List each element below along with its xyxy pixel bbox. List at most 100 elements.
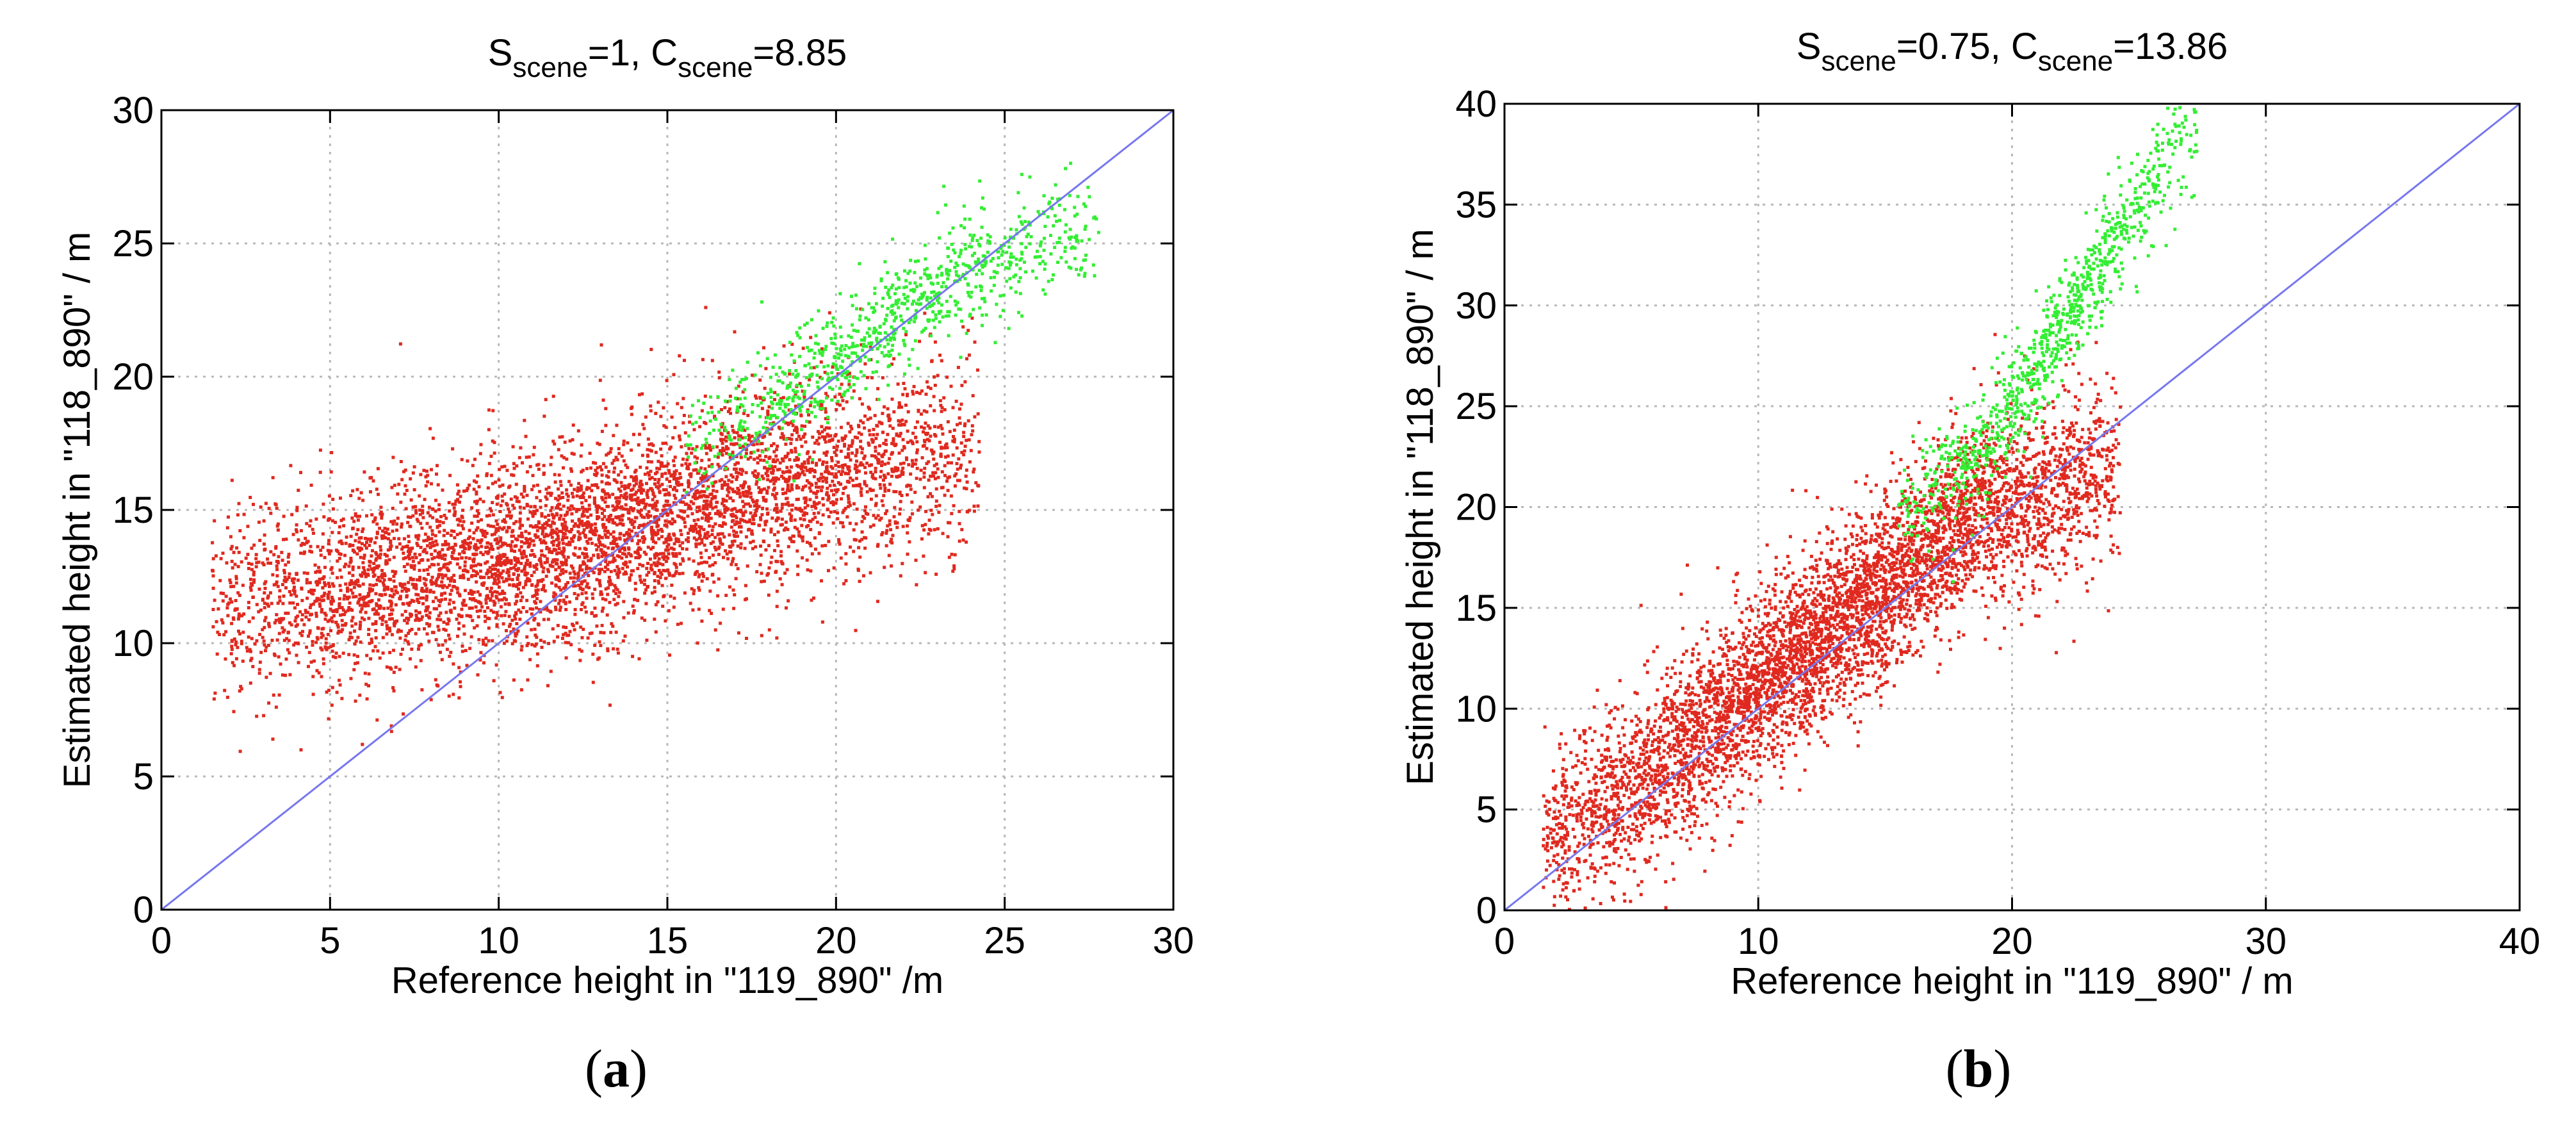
data-point <box>578 555 581 559</box>
data-point <box>691 447 695 451</box>
data-point <box>777 477 781 481</box>
data-point <box>687 539 690 543</box>
data-point <box>476 546 480 550</box>
data-point <box>799 413 803 417</box>
data-point <box>465 569 468 573</box>
data-point <box>843 443 847 447</box>
data-point <box>267 621 271 625</box>
data-point <box>466 542 469 546</box>
data-point <box>533 617 537 620</box>
data-point <box>419 596 423 600</box>
data-point <box>590 530 594 534</box>
data-point <box>503 591 507 595</box>
data-point <box>460 556 464 560</box>
data-point <box>612 530 615 534</box>
data-point <box>386 554 389 558</box>
data-point <box>639 500 642 504</box>
data-point <box>717 376 721 380</box>
data-point <box>658 491 662 495</box>
data-point <box>255 561 259 564</box>
data-point <box>310 612 313 616</box>
data-point <box>755 442 759 446</box>
data-point <box>643 472 647 476</box>
data-point <box>236 513 240 517</box>
data-point <box>497 580 501 584</box>
data-point <box>646 562 649 565</box>
data-point <box>410 647 414 651</box>
data-point <box>514 563 518 567</box>
data-point <box>474 574 478 577</box>
data-point <box>315 669 319 673</box>
data-point <box>380 623 384 627</box>
data-point <box>619 494 623 498</box>
data-point <box>901 525 905 529</box>
data-point <box>624 570 627 574</box>
data-point <box>824 417 827 420</box>
data-point <box>636 496 640 500</box>
data-point <box>925 462 929 466</box>
data-point <box>592 461 595 464</box>
data-point <box>857 546 861 550</box>
data-point <box>484 636 488 640</box>
data-point <box>439 650 442 654</box>
data-point <box>505 503 509 507</box>
data-point <box>545 521 549 524</box>
data-point <box>767 405 771 409</box>
data-point <box>642 582 646 586</box>
data-point <box>324 637 328 641</box>
data-point <box>869 497 873 501</box>
data-point <box>351 489 355 493</box>
data-point <box>453 502 457 506</box>
data-point <box>616 573 620 577</box>
data-point <box>637 526 640 529</box>
data-point <box>472 597 476 600</box>
data-point <box>952 564 956 568</box>
data-point <box>589 523 593 527</box>
data-point <box>775 605 779 609</box>
data-point <box>514 594 518 598</box>
data-point <box>598 578 601 582</box>
data-point <box>225 606 229 610</box>
data-point <box>270 639 274 642</box>
data-point <box>721 543 724 546</box>
data-point <box>918 505 922 509</box>
data-point <box>452 548 456 552</box>
data-point <box>269 561 273 565</box>
data-point <box>501 622 505 626</box>
data-point <box>489 542 493 546</box>
data-point <box>547 570 550 573</box>
data-point <box>779 554 783 558</box>
data-point <box>577 537 581 541</box>
data-point <box>478 570 482 573</box>
data-point <box>518 527 522 530</box>
data-point <box>421 516 425 520</box>
data-point <box>733 593 737 596</box>
data-point <box>509 566 513 570</box>
data-point <box>845 400 849 404</box>
data-point <box>775 491 779 495</box>
data-point <box>330 619 334 623</box>
data-point <box>606 647 610 651</box>
data-point <box>528 658 532 662</box>
data-point <box>646 545 650 549</box>
data-point <box>836 372 840 376</box>
data-point <box>744 535 748 539</box>
data-point <box>448 637 452 641</box>
data-point <box>607 586 610 590</box>
data-point <box>901 466 905 470</box>
data-point <box>556 504 560 507</box>
data-point <box>717 577 721 581</box>
data-point <box>472 560 475 564</box>
data-point <box>630 573 633 577</box>
data-point <box>440 658 444 662</box>
data-point <box>523 564 526 568</box>
data-point <box>940 427 944 430</box>
data-point <box>332 614 336 618</box>
data-point <box>719 449 723 453</box>
data-point <box>293 606 297 610</box>
data-point <box>456 557 460 561</box>
data-point <box>528 542 532 545</box>
data-point <box>645 493 649 497</box>
data-point <box>949 494 953 498</box>
data-point <box>976 504 980 508</box>
